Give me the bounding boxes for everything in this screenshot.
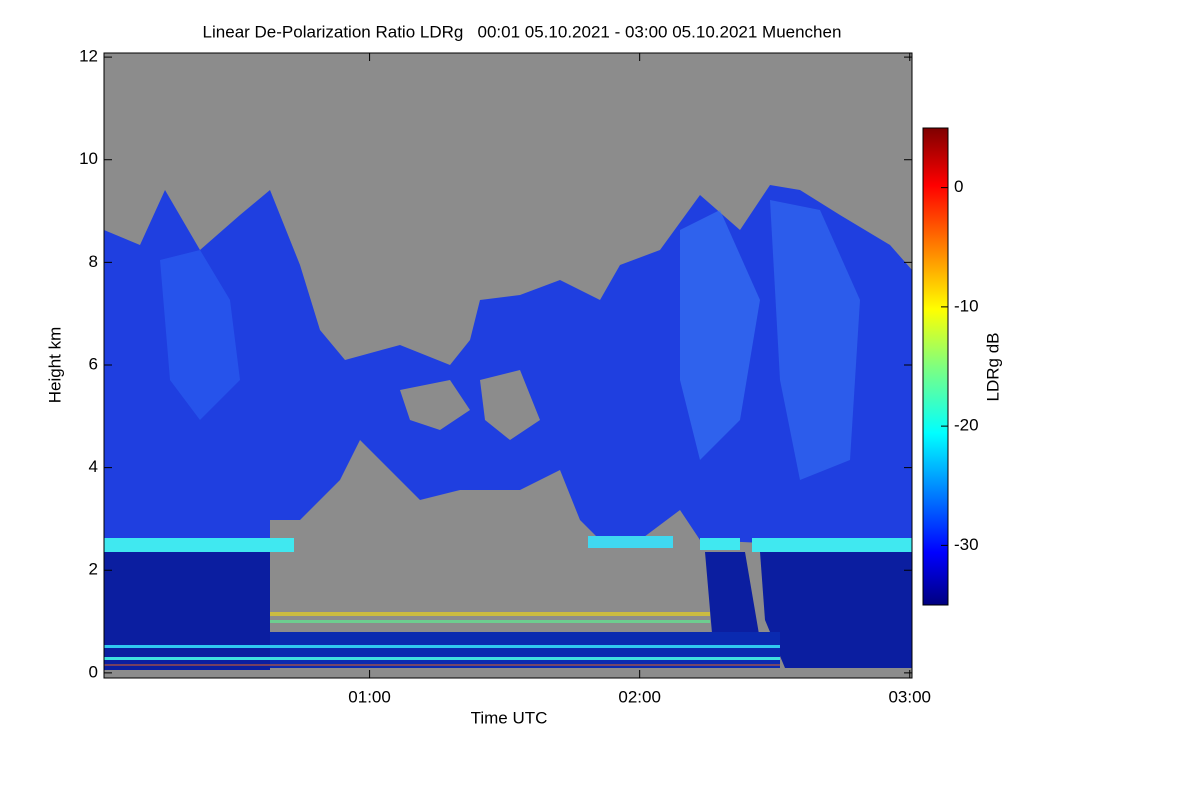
colorbar-label: LDRg dB (983, 333, 1002, 402)
y-tick-label: 8 (89, 252, 98, 271)
colorbar-tick-label: -30 (954, 535, 979, 554)
x-tick-label: 01:00 (348, 687, 391, 706)
y-tick-label: 6 (89, 354, 98, 373)
colorbar (922, 127, 949, 606)
colorbar-tick-label: -20 (954, 416, 979, 435)
y-tick-label: 0 (89, 662, 98, 681)
chart-title: Linear De-Polarization Ratio LDRg 00:01 … (203, 22, 842, 41)
y-tick-label: 4 (89, 457, 98, 476)
x-tick-label: 03:00 (888, 687, 931, 706)
plot-frame (103, 52, 913, 679)
x-axis-label: Time UTC (471, 708, 548, 727)
y-axis-label: Height km (45, 327, 64, 404)
y-tick-label: 12 (79, 47, 98, 66)
colorbar-tick-label: -10 (954, 296, 979, 315)
y-tick-label: 10 (79, 149, 98, 168)
x-tick-label: 02:00 (618, 687, 661, 706)
colorbar-tick-label: 0 (954, 177, 963, 196)
field (104, 53, 912, 678)
y-tick-label: 2 (89, 560, 98, 579)
